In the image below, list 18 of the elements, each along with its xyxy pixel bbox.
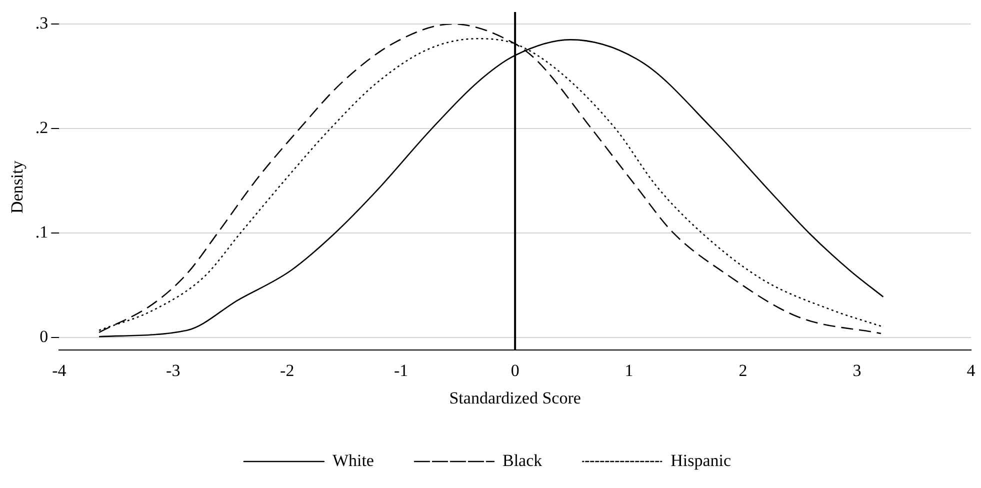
y-tick-label: .1: [35, 222, 48, 242]
y-tick-label: .3: [35, 13, 48, 32]
y-tick-label: .2: [35, 118, 48, 138]
x-tick-label: 4: [966, 360, 976, 380]
legend-label: Black: [502, 450, 543, 470]
y-tick-label: 0: [40, 327, 48, 346]
x-tick-label: 3: [852, 360, 862, 380]
y-axis-title: Density: [8, 160, 27, 214]
legend-label: Hispanic: [670, 450, 732, 470]
x-tick-label: -3: [166, 360, 180, 380]
x-tick-label: -2: [280, 360, 294, 380]
x-axis-title: Standardized Score: [449, 388, 581, 408]
x-tick-label: -1: [394, 360, 408, 380]
legend-label: White: [332, 450, 374, 470]
x-tick-label: -4: [52, 360, 67, 380]
x-tick-label: 0: [510, 360, 520, 380]
x-tick-label: 1: [624, 360, 634, 380]
x-tick-label: 2: [738, 360, 748, 380]
